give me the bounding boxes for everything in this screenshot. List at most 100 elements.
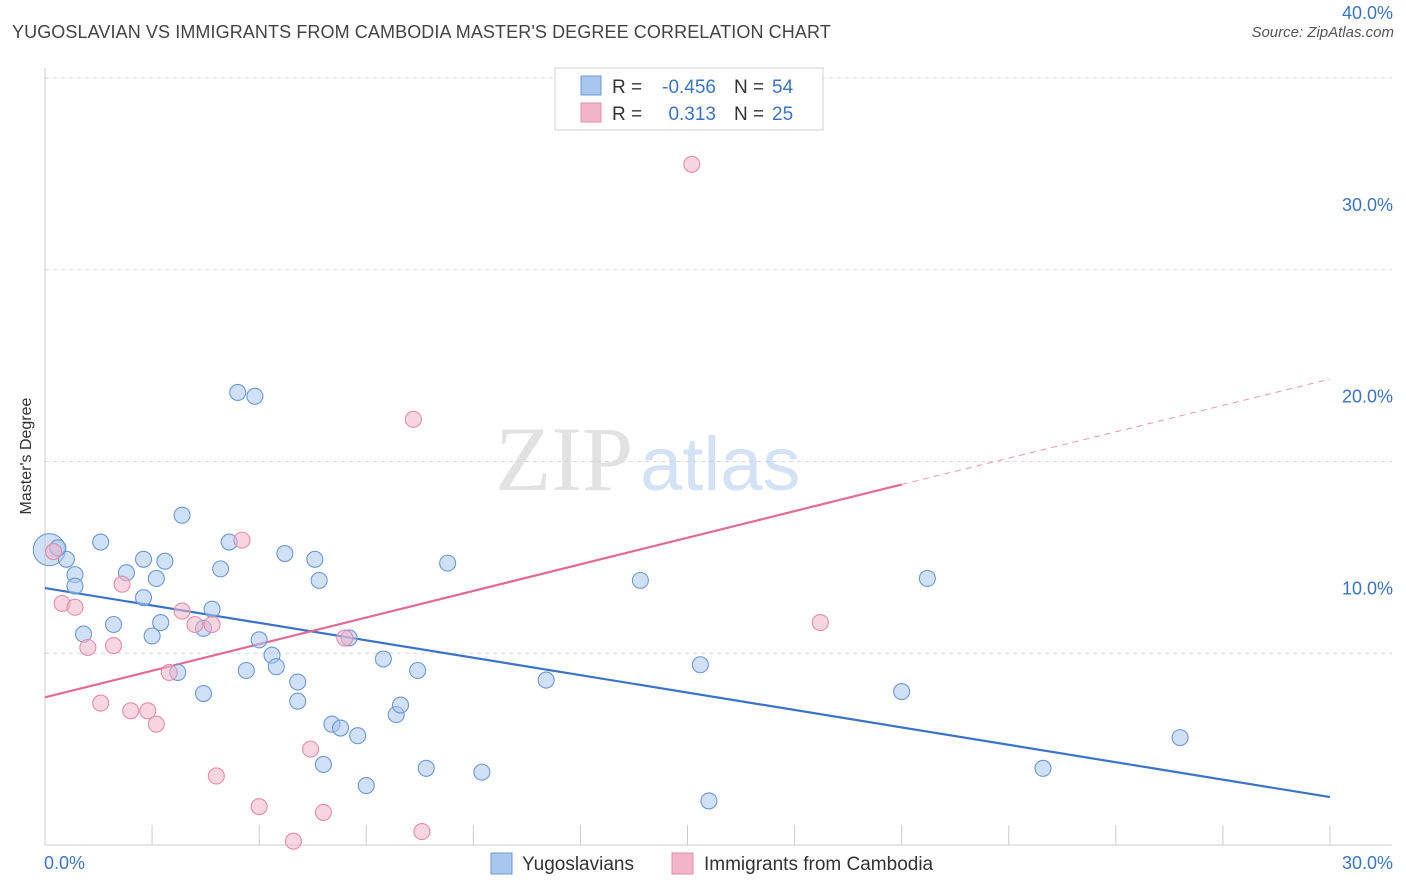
y-tick-label-20: 20.0% bbox=[1342, 387, 1393, 407]
point-yugoslavians-51 bbox=[1171, 729, 1189, 747]
point-yugoslavians-20 bbox=[229, 383, 247, 402]
x-tick-label-min: 0.0% bbox=[44, 853, 85, 873]
point-yugoslavians-53 bbox=[147, 569, 165, 588]
legend-r-label-1: R = bbox=[612, 77, 642, 98]
legend-n-value-2: 25 bbox=[772, 104, 793, 125]
bottom-legend-label-cambodia: Immigrants from Cambodia bbox=[704, 854, 934, 875]
point-yugoslavians-10 bbox=[143, 627, 161, 645]
legend-swatch-pink bbox=[580, 102, 602, 123]
point-yugoslavians-21 bbox=[237, 661, 255, 680]
point-yugoslavians-33 bbox=[331, 719, 350, 737]
point-cambodia-10 bbox=[160, 663, 178, 681]
point-yugoslavians-16 bbox=[194, 684, 213, 703]
trend-line-cambodia bbox=[44, 483, 902, 699]
point-cambodia-18 bbox=[302, 740, 320, 758]
point-cambodia-12 bbox=[186, 615, 204, 634]
point-cambodia-21 bbox=[404, 410, 422, 428]
bottom-legend-swatch-pink bbox=[671, 852, 694, 875]
point-yugoslavians-11 bbox=[152, 614, 170, 632]
point-cambodia-16 bbox=[250, 798, 268, 816]
point-cambodia-24 bbox=[811, 614, 829, 632]
point-yugoslavians-5 bbox=[92, 533, 110, 551]
point-yugoslavians-40 bbox=[409, 661, 427, 680]
axes bbox=[44, 68, 1392, 846]
bottom-legend-swatch-blue bbox=[490, 852, 513, 875]
point-cambodia-23 bbox=[683, 155, 701, 173]
point-yugoslavians-47 bbox=[700, 792, 718, 810]
trend-lines bbox=[44, 378, 1331, 799]
point-yugoslavians-22 bbox=[246, 387, 264, 405]
legend-n-value-1: 54 bbox=[772, 77, 794, 98]
grid-lines bbox=[45, 77, 1392, 654]
point-yugoslavians-6 bbox=[104, 615, 123, 634]
tick-labels: 10.0% 20.0% 30.0% 40.0% 0.0% 30.0% bbox=[44, 3, 1393, 873]
point-cambodia-11 bbox=[173, 602, 191, 620]
point-yugoslavians-36 bbox=[357, 777, 375, 795]
y-tick-label-30: 30.0% bbox=[1342, 195, 1393, 215]
point-yugoslavians-30 bbox=[310, 571, 328, 589]
x-tick-label-max: 30.0% bbox=[1342, 853, 1393, 873]
watermark: ZIP atlas bbox=[495, 408, 801, 510]
point-yugoslavians-50 bbox=[1034, 759, 1052, 777]
point-cambodia-4 bbox=[92, 694, 110, 712]
point-yugoslavians-14 bbox=[173, 506, 191, 524]
point-yugoslavians-49 bbox=[918, 569, 936, 588]
data-points bbox=[32, 155, 1189, 850]
point-yugoslavians-28 bbox=[289, 692, 307, 710]
point-yugoslavians-43 bbox=[473, 763, 491, 781]
point-yugoslavians-39 bbox=[391, 696, 410, 714]
y-axis-label: Master's Degree bbox=[18, 397, 35, 514]
point-cambodia-7 bbox=[122, 702, 140, 720]
point-yugoslavians-29 bbox=[306, 550, 324, 568]
watermark-atlas: atlas bbox=[640, 422, 801, 507]
point-cambodia-6 bbox=[113, 575, 131, 593]
legend-r-value-1: -0.456 bbox=[662, 77, 716, 98]
point-cambodia-2 bbox=[66, 598, 84, 616]
legend: R = -0.456 N = 54 R = 0.313 N = 25 bbox=[554, 67, 824, 131]
point-yugoslavians-18 bbox=[212, 560, 230, 578]
point-yugoslavians-48 bbox=[893, 683, 911, 701]
point-yugoslavians-17 bbox=[203, 600, 221, 618]
point-yugoslavians-45 bbox=[631, 571, 649, 589]
point-yugoslavians-37 bbox=[374, 650, 392, 668]
point-cambodia-13 bbox=[203, 615, 221, 634]
point-cambodia-0 bbox=[45, 543, 63, 561]
y-tick-label-40: 40.0% bbox=[1342, 3, 1393, 23]
trend-line-yugoslavians bbox=[44, 586, 1331, 799]
point-yugoslavians-25 bbox=[267, 658, 285, 676]
point-cambodia-8 bbox=[139, 702, 157, 720]
legend-r-label-2: R = bbox=[612, 104, 642, 125]
point-yugoslavians-8 bbox=[134, 550, 153, 568]
point-yugoslavians-41 bbox=[417, 759, 435, 777]
y-tick-label-10: 10.0% bbox=[1342, 578, 1393, 598]
trend-line-cambodia-extension bbox=[901, 378, 1331, 485]
point-cambodia-5 bbox=[104, 637, 123, 655]
source-label: Source: ZipAtlas.com bbox=[1251, 24, 1394, 41]
point-cambodia-15 bbox=[233, 531, 251, 549]
point-yugoslavians-26 bbox=[276, 544, 294, 563]
point-cambodia-17 bbox=[284, 832, 302, 850]
bottom-legend-label-yugoslavians: Yugoslavians bbox=[522, 854, 634, 875]
bottom-legend: Yugoslavians Immigrants from Cambodia bbox=[490, 852, 934, 875]
point-cambodia-14 bbox=[207, 767, 225, 785]
point-yugoslavians-4 bbox=[66, 577, 84, 595]
point-cambodia-20 bbox=[336, 629, 354, 647]
point-yugoslavians-23 bbox=[250, 631, 268, 649]
point-yugoslavians-44 bbox=[537, 671, 555, 689]
chart-title: YUGOSLAVIAN VS IMMIGRANTS FROM CAMBODIA … bbox=[12, 22, 831, 42]
point-yugoslavians-9 bbox=[134, 589, 153, 607]
point-cambodia-19 bbox=[314, 803, 332, 821]
watermark-zip: ZIP bbox=[495, 408, 633, 510]
point-yugoslavians-27 bbox=[289, 673, 307, 691]
point-cambodia-22 bbox=[413, 823, 431, 841]
point-yugoslavians-12 bbox=[156, 552, 174, 570]
point-yugoslavians-1 bbox=[57, 550, 75, 568]
legend-n-label-1: N = bbox=[734, 77, 764, 98]
legend-n-label-2: N = bbox=[734, 104, 764, 125]
point-cambodia-3 bbox=[79, 638, 97, 657]
point-yugoslavians-31 bbox=[314, 755, 332, 774]
point-yugoslavians-35 bbox=[349, 727, 367, 745]
point-cambodia-9 bbox=[147, 715, 165, 733]
legend-swatch-blue bbox=[580, 75, 602, 96]
point-yugoslavians-42 bbox=[439, 554, 457, 572]
